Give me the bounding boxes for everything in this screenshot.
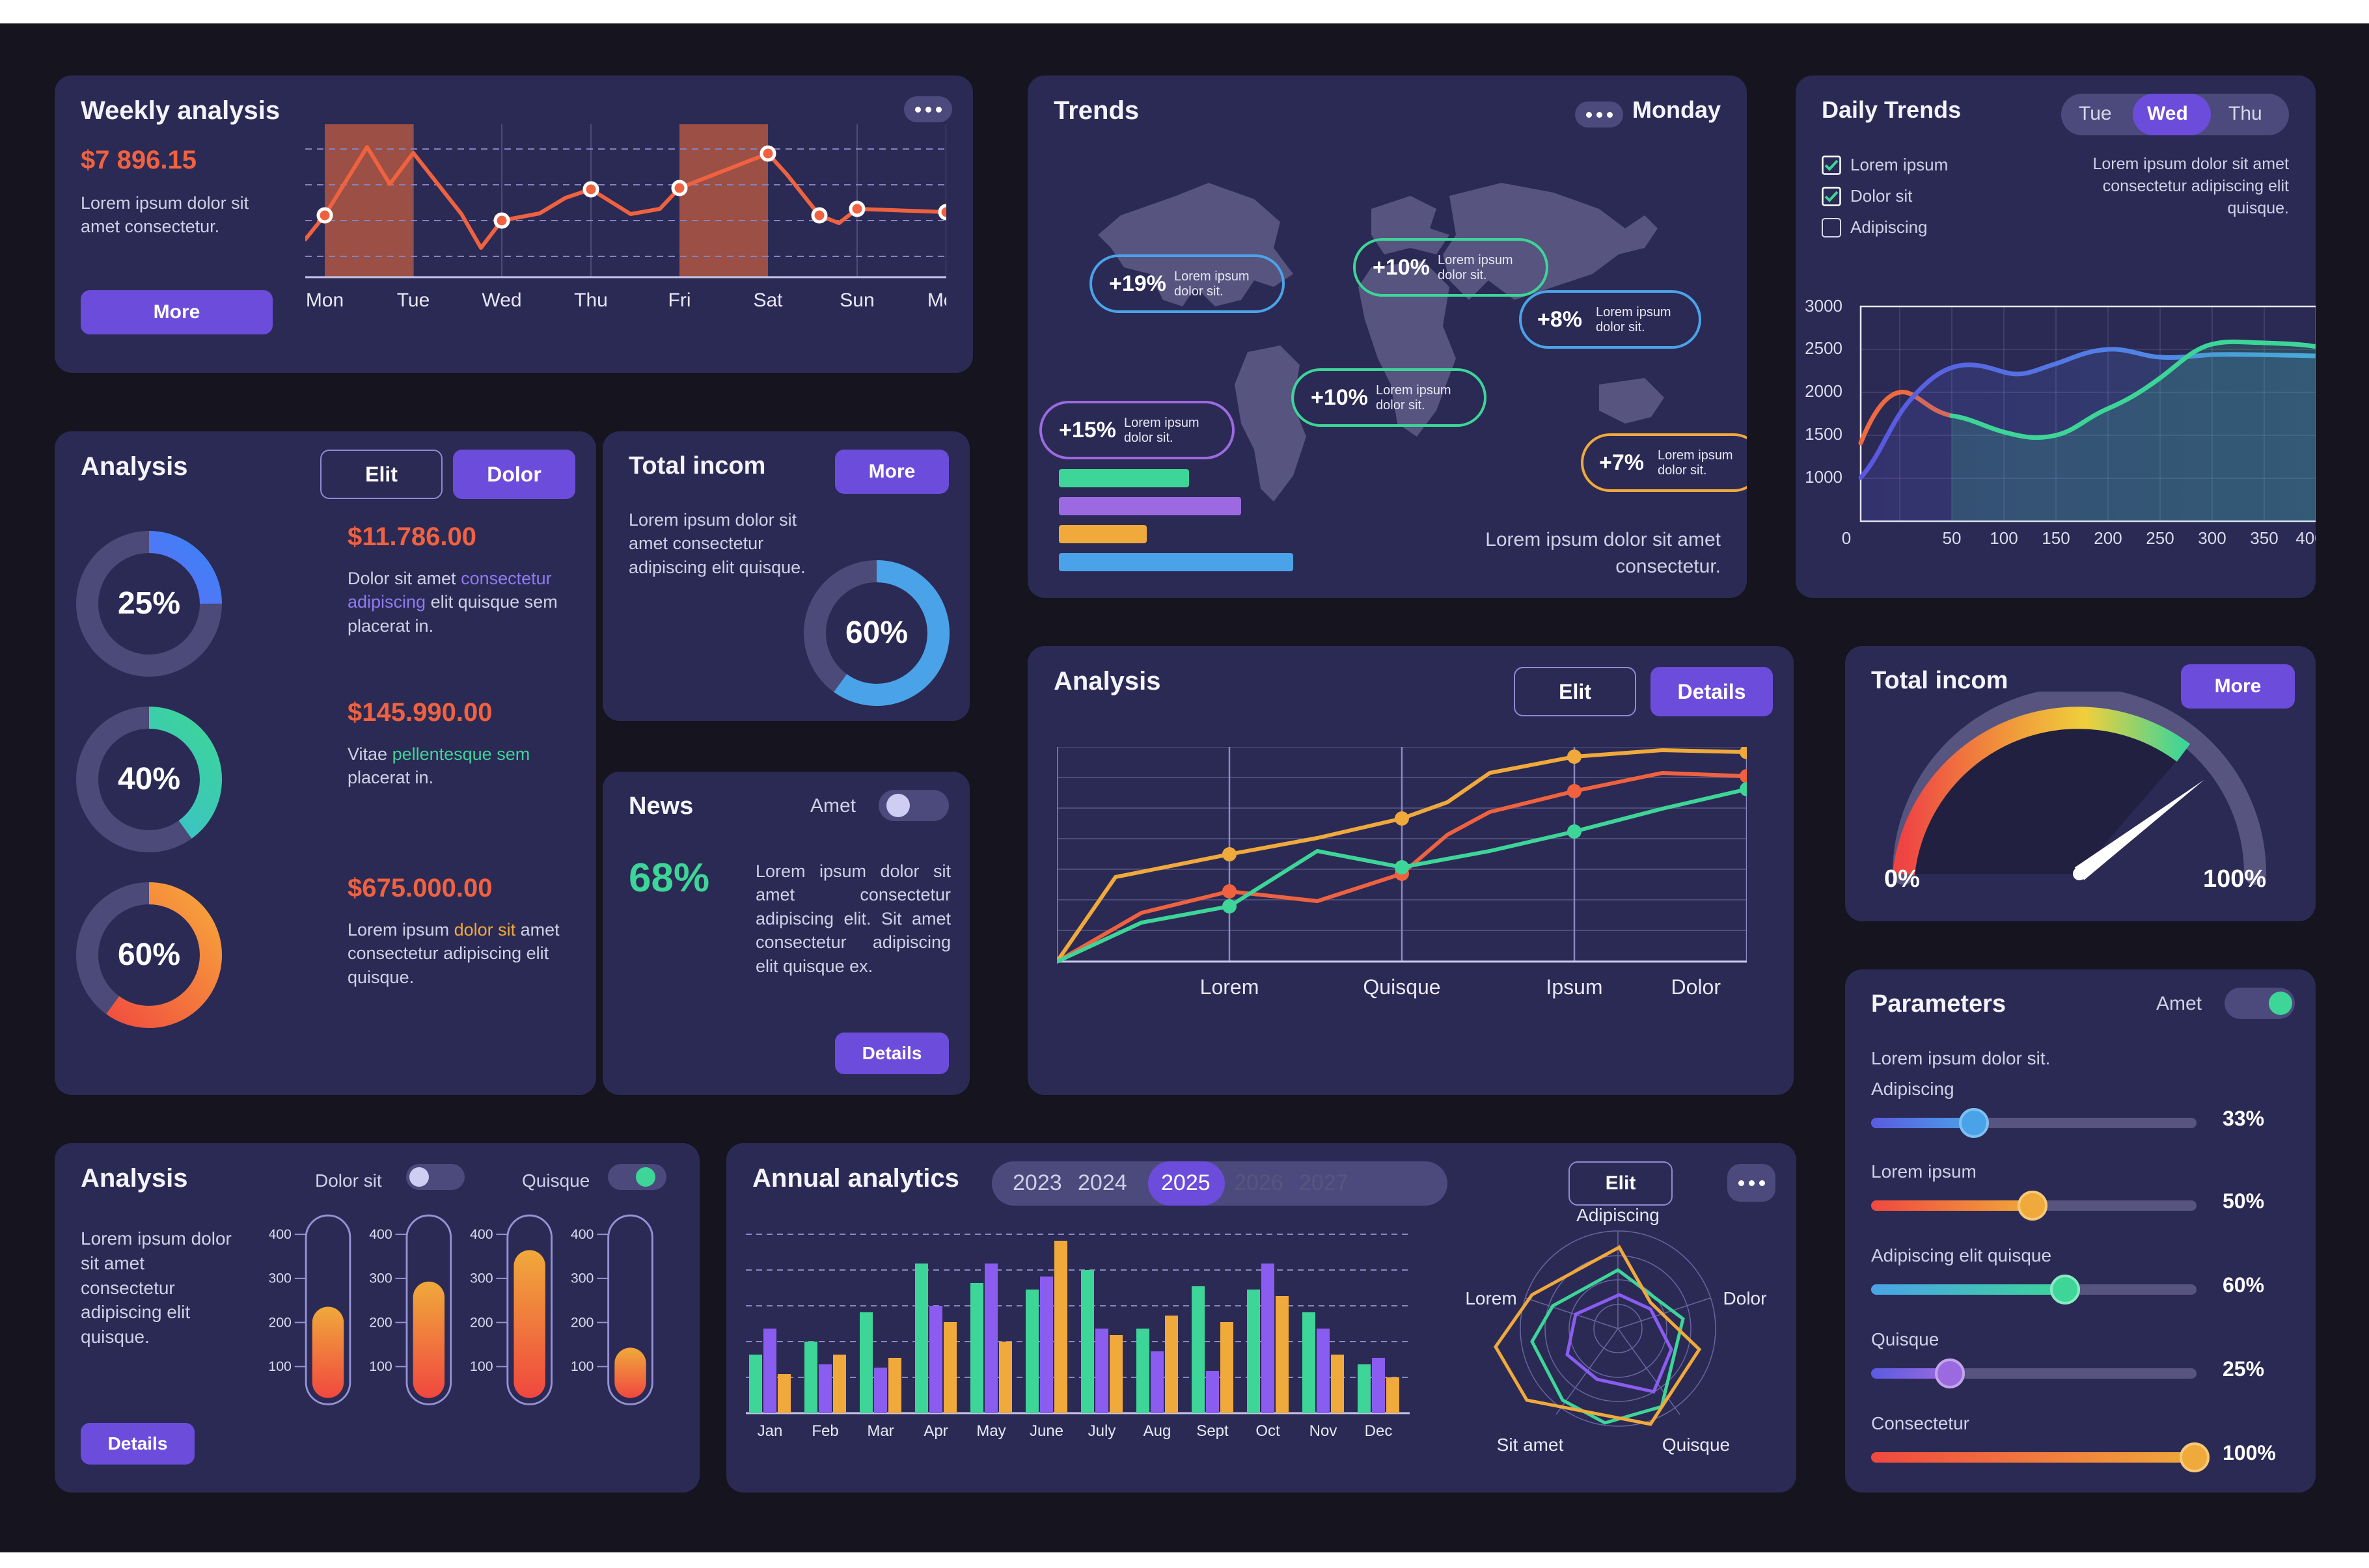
- svg-text:Oct: Oct: [1255, 1422, 1280, 1440]
- svg-text:Mon: Mon: [306, 290, 344, 311]
- svg-text:Lorem ipsum: Lorem ipsum: [1124, 416, 1199, 430]
- svg-text:Lorem ipsum: Lorem ipsum: [1658, 448, 1733, 463]
- svg-text:2500: 2500: [1805, 338, 1842, 358]
- svg-text:Mon: Mon: [927, 290, 946, 311]
- svg-text:60%: 60%: [845, 615, 908, 650]
- svg-text:dolor sit.: dolor sit.: [1174, 284, 1224, 299]
- svg-text:400: 400: [2295, 528, 2316, 548]
- svg-text:+10%: +10%: [1373, 255, 1430, 280]
- svg-text:Lorem ipsum: Lorem ipsum: [1438, 253, 1513, 267]
- svg-text:June: June: [1030, 1422, 1063, 1440]
- svg-text:0: 0: [1842, 528, 1851, 548]
- svg-text:3000: 3000: [1805, 296, 1842, 316]
- svg-text:Aug: Aug: [1143, 1422, 1171, 1440]
- svg-text:100: 100: [369, 1358, 392, 1374]
- svg-text:Mar: Mar: [867, 1422, 894, 1440]
- svg-text:July: July: [1088, 1422, 1116, 1440]
- svg-text:+19%: +19%: [1109, 271, 1166, 296]
- svg-text:1000: 1000: [1805, 467, 1842, 487]
- svg-text:100%: 100%: [2203, 865, 2266, 893]
- svg-text:Tue: Tue: [397, 290, 430, 311]
- svg-text:200: 200: [369, 1314, 392, 1330]
- svg-text:400: 400: [571, 1226, 594, 1242]
- svg-text:Feb: Feb: [812, 1422, 838, 1440]
- svg-text:May: May: [976, 1422, 1006, 1440]
- svg-text:Lorem ipsum: Lorem ipsum: [1376, 383, 1451, 398]
- svg-text:Sept: Sept: [1196, 1422, 1229, 1440]
- svg-text:40%: 40%: [118, 762, 180, 796]
- svg-text:Dolor: Dolor: [1723, 1288, 1767, 1308]
- svg-text:Nov: Nov: [1309, 1422, 1337, 1440]
- svg-text:Ipsum: Ipsum: [1546, 975, 1602, 999]
- svg-text:dolor sit.: dolor sit.: [1596, 320, 1645, 334]
- svg-text:300: 300: [571, 1271, 594, 1286]
- svg-text:100: 100: [470, 1358, 493, 1374]
- svg-text:Sat: Sat: [753, 290, 783, 311]
- svg-text:1500: 1500: [1805, 424, 1842, 444]
- svg-text:100: 100: [1990, 528, 2018, 548]
- svg-text:300: 300: [369, 1271, 392, 1286]
- svg-text:dolor sit.: dolor sit.: [1376, 398, 1425, 412]
- svg-text:300: 300: [269, 1271, 292, 1286]
- svg-text:Dec: Dec: [1365, 1422, 1393, 1440]
- svg-text:Sit amet: Sit amet: [1497, 1435, 1564, 1455]
- svg-text:Fri: Fri: [668, 290, 691, 311]
- svg-text:dolor sit.: dolor sit.: [1124, 431, 1173, 445]
- svg-text:2000: 2000: [1805, 381, 1842, 401]
- svg-text:Quisque: Quisque: [1662, 1435, 1730, 1455]
- svg-text:Lorem: Lorem: [1465, 1288, 1516, 1308]
- svg-text:400: 400: [470, 1226, 493, 1242]
- svg-text:25%: 25%: [118, 586, 180, 621]
- svg-text:100: 100: [269, 1358, 292, 1374]
- svg-text:dolor sit.: dolor sit.: [1658, 463, 1707, 478]
- svg-text:200: 200: [470, 1314, 493, 1330]
- svg-text:Thu: Thu: [574, 290, 608, 311]
- svg-text:100: 100: [571, 1358, 594, 1374]
- svg-text:dolor sit.: dolor sit.: [1438, 268, 1487, 282]
- svg-text:Lorem ipsum: Lorem ipsum: [1174, 269, 1250, 284]
- svg-text:+7%: +7%: [1599, 450, 1644, 475]
- svg-text:Quisque: Quisque: [1363, 975, 1440, 999]
- svg-text:Wed: Wed: [482, 290, 521, 311]
- svg-text:Jan: Jan: [758, 1422, 783, 1440]
- svg-text:+15%: +15%: [1059, 418, 1116, 442]
- svg-text:Apr: Apr: [924, 1422, 948, 1440]
- svg-text:Adipiscing: Adipiscing: [1576, 1205, 1660, 1225]
- svg-text:60%: 60%: [118, 938, 180, 972]
- svg-text:Lorem: Lorem: [1200, 975, 1259, 999]
- svg-text:0%: 0%: [1884, 865, 1920, 893]
- svg-text:50: 50: [1943, 528, 1962, 548]
- svg-text:Dolor: Dolor: [1671, 975, 1721, 999]
- svg-text:150: 150: [2042, 528, 2070, 548]
- svg-text:300: 300: [2198, 528, 2226, 548]
- svg-text:200: 200: [2094, 528, 2122, 548]
- svg-text:400: 400: [369, 1226, 392, 1242]
- svg-text:250: 250: [2146, 528, 2174, 548]
- svg-text:Sun: Sun: [840, 290, 874, 311]
- svg-text:Lorem ipsum: Lorem ipsum: [1596, 305, 1671, 319]
- svg-text:+8%: +8%: [1537, 307, 1582, 332]
- svg-text:400: 400: [269, 1226, 292, 1242]
- svg-text:200: 200: [571, 1314, 594, 1330]
- svg-text:+10%: +10%: [1311, 385, 1368, 410]
- svg-text:200: 200: [269, 1314, 292, 1330]
- svg-text:350: 350: [2250, 528, 2278, 548]
- svg-text:300: 300: [470, 1271, 493, 1286]
